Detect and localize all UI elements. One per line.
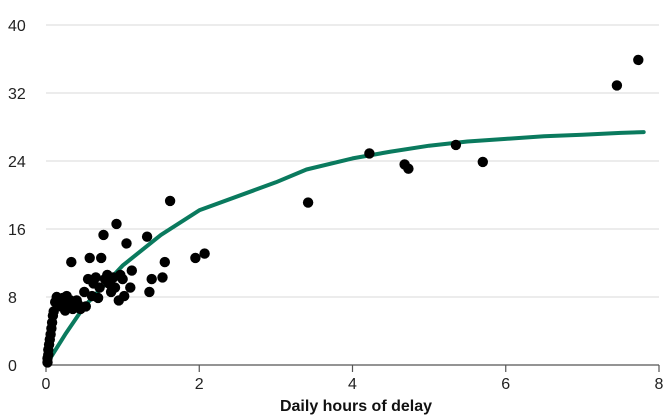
data-point-56 bbox=[190, 252, 201, 264]
data-point-59 bbox=[364, 148, 375, 159]
data-point-31 bbox=[90, 272, 102, 283]
data-point-52 bbox=[146, 273, 157, 285]
data-point-49 bbox=[126, 265, 137, 276]
data-point-28 bbox=[84, 252, 95, 264]
x-axis-title: Daily hours of delay bbox=[280, 398, 432, 415]
data-point-33 bbox=[94, 282, 105, 293]
data-point-48 bbox=[125, 282, 136, 293]
data-point-26 bbox=[80, 301, 92, 312]
y-tick-label-40: 40 bbox=[8, 18, 26, 35]
fit-curve-line bbox=[44, 130, 646, 367]
data-point-58 bbox=[302, 197, 314, 208]
data-point-45 bbox=[117, 273, 128, 285]
data-point-57 bbox=[199, 248, 210, 259]
data-point-35 bbox=[98, 229, 109, 241]
y-tick-label-0: 0 bbox=[8, 358, 17, 375]
data-point-55 bbox=[164, 195, 176, 207]
axes bbox=[45, 364, 660, 372]
x-tick-label-8: 8 bbox=[655, 376, 664, 393]
data-point-61 bbox=[403, 163, 414, 174]
data-point-20 bbox=[66, 256, 77, 268]
data-point-63 bbox=[477, 156, 488, 168]
data-point-51 bbox=[144, 286, 155, 298]
data-point-10 bbox=[48, 306, 59, 317]
x-tick-label-6: 6 bbox=[501, 376, 510, 393]
data-point-64 bbox=[611, 80, 623, 91]
x-tick-label-0: 0 bbox=[42, 376, 51, 393]
x-tick-label-2: 2 bbox=[195, 376, 204, 393]
data-point-42 bbox=[111, 218, 122, 230]
data-point-50 bbox=[141, 231, 153, 242]
y-tick-label-8: 8 bbox=[8, 290, 17, 307]
fit-curve bbox=[44, 130, 646, 367]
data-point-34 bbox=[96, 252, 107, 264]
data-point-25 bbox=[79, 286, 90, 298]
data-point-53 bbox=[157, 272, 168, 283]
data-point-54 bbox=[159, 256, 170, 268]
gridlines bbox=[46, 24, 659, 298]
data-point-46 bbox=[119, 290, 130, 302]
y-tick-label-24: 24 bbox=[8, 154, 26, 171]
data-point-62 bbox=[450, 139, 462, 151]
data-point-32 bbox=[92, 292, 104, 304]
data-point-65 bbox=[633, 54, 644, 66]
x-tick-label-4: 4 bbox=[348, 376, 357, 393]
data-point-41 bbox=[109, 282, 121, 293]
y-tick-label-32: 32 bbox=[8, 86, 26, 103]
data-points bbox=[42, 54, 644, 368]
data-point-47 bbox=[121, 238, 132, 249]
y-tick-label-16: 16 bbox=[8, 222, 26, 239]
